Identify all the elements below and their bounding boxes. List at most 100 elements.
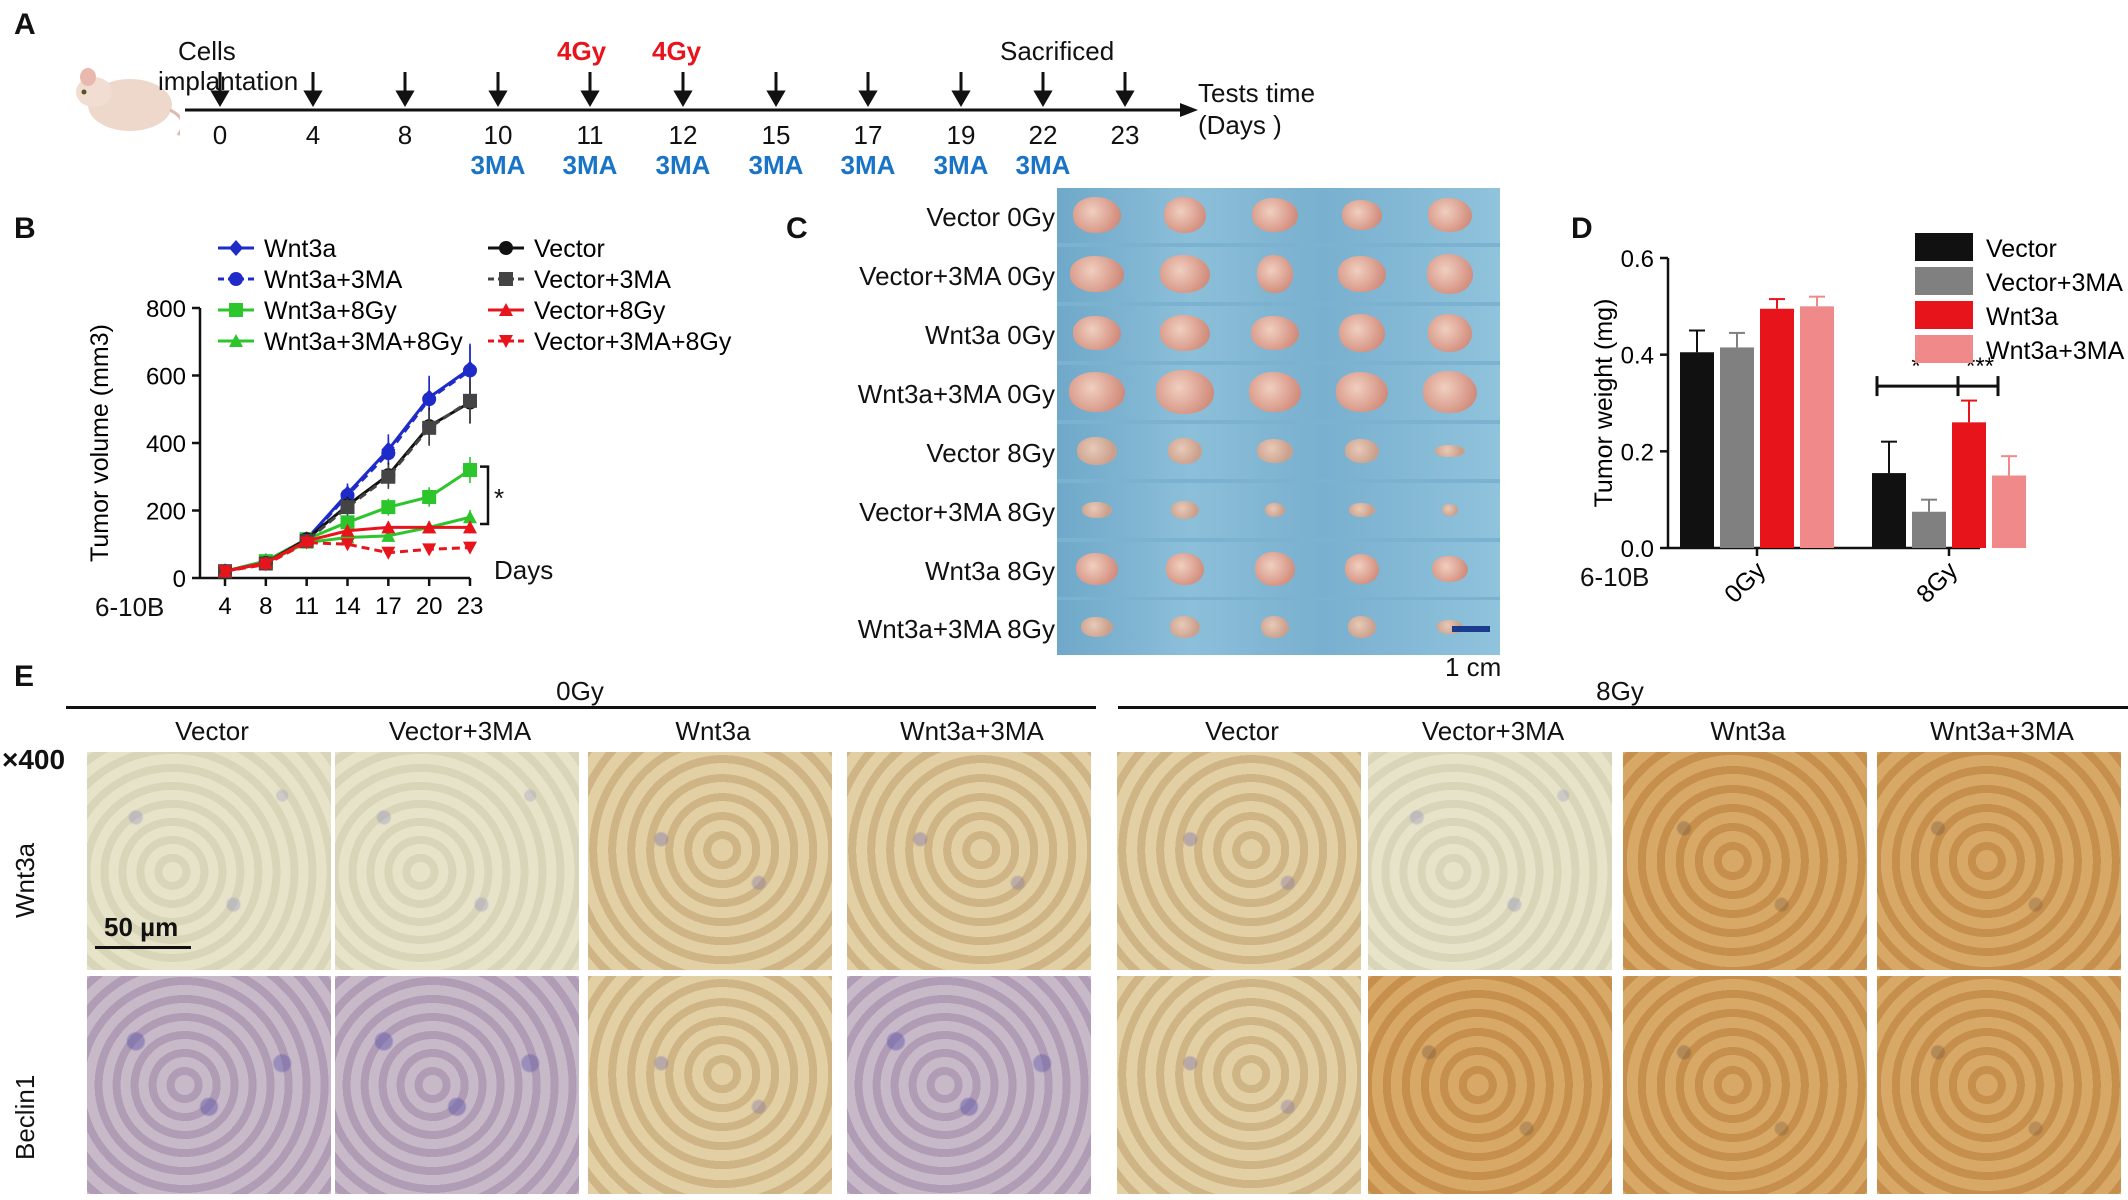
volume-point-7-5	[422, 543, 437, 557]
scale-bar-um	[95, 946, 191, 949]
ihc-image-0-2	[588, 752, 832, 970]
days-axis-label: Days	[494, 555, 554, 585]
volume-legend-label-5: Vector+3MA	[534, 266, 671, 294]
tumor-4-3	[1345, 439, 1379, 463]
tumor-3-3	[1336, 372, 1388, 412]
weight-legend-0: Vector	[1915, 233, 2057, 263]
magnification-label: ×400	[2, 744, 66, 775]
tumor-6-0	[1076, 553, 1118, 585]
tumor-4-4	[1435, 445, 1465, 457]
volume-axes: 0 200 400 600 800 4 8 11 14 17 20 23	[146, 296, 483, 620]
weight-legend-label-0: Vector	[1986, 235, 2057, 263]
tumor-5-1	[1171, 501, 1199, 519]
tumor-4-1	[1168, 438, 1202, 464]
tumor-7-1	[1170, 616, 1200, 638]
tumor-0-2	[1252, 198, 1298, 232]
tumor-5-0	[1082, 502, 1112, 518]
ihc-image-0-7	[1877, 752, 2121, 970]
row-label-beclin1: Beclin1	[10, 1074, 40, 1160]
ihc-image-1-4	[1117, 976, 1361, 1194]
sacrificed-label: Sacrificed	[1000, 36, 1115, 66]
cell-line-label-b: 6-10B	[95, 592, 165, 622]
tumor-3-2	[1249, 372, 1301, 412]
timeline-day-2: 8	[397, 120, 413, 150]
weight-legend-label-2: Wnt3a	[1986, 303, 2058, 331]
weight-ylabel: Tumor weight (mg)	[1590, 299, 1618, 508]
gy-mark-day11: 4Gy	[557, 36, 607, 66]
volume-xtick-6: 23	[457, 593, 484, 620]
weight-bar-1-0	[1720, 331, 1754, 548]
volume-legend-label-1: Wnt3a+3MA	[264, 266, 403, 294]
implant-label-line1: Cells	[178, 36, 236, 66]
tumor-2-2	[1251, 316, 1299, 350]
panel-label-a: A	[14, 8, 36, 41]
mouse-icon	[76, 68, 180, 136]
volume-point-7-1	[258, 558, 273, 572]
volume-legend-0: Wnt3a	[218, 235, 336, 263]
volume-significance-bracket	[480, 465, 490, 526]
group-line-8gy	[1118, 706, 2128, 709]
weight-bar-3-0	[1800, 295, 1834, 548]
weight-xtick-1: 8Gy	[1911, 556, 1964, 609]
volume-point-1-6	[463, 363, 477, 378]
scale-bar-cm	[1452, 626, 1490, 632]
tumor-row-label-0: Vector 0Gy	[926, 202, 1055, 232]
tumor-7-2	[1261, 616, 1289, 638]
tumor-5-4	[1442, 504, 1458, 516]
volume-ytick-3: 600	[146, 364, 186, 391]
group-label-0gy: 0Gy	[556, 676, 604, 706]
ihc-column-label-7: Wnt3a+3MA	[1930, 716, 2074, 746]
volume-xtick-3: 14	[334, 593, 361, 620]
timeline-day-3: 10	[483, 120, 513, 150]
ihc-image-0-6	[1623, 752, 1867, 970]
ihc-image-1-6	[1623, 976, 1867, 1194]
timeline-3ma-5: 3MA	[933, 150, 989, 180]
volume-point-3-6	[463, 510, 477, 524]
tumor-row-label-3: Wnt3a+3MA 0Gy	[857, 379, 1055, 409]
volume-legend-2: Wnt3a+8Gy	[218, 297, 397, 325]
timeline-day-10: 23	[1110, 120, 1140, 150]
volume-series-2	[218, 457, 477, 579]
ihc-image-0-3	[847, 752, 1091, 970]
tumor-3-1	[1156, 370, 1214, 414]
volume-legend-4: Vector	[488, 235, 605, 263]
volume-point-1-3	[340, 488, 355, 503]
volume-point-2-3	[340, 515, 355, 530]
volume-point-5-6	[463, 393, 477, 408]
weight-ytick-2: 0.4	[1621, 343, 1654, 370]
weight-bar-2-0	[1760, 298, 1794, 548]
weight-legend-2: Wnt3a	[1915, 301, 2058, 331]
ihc-column-label-1: Vector+3MA	[388, 716, 532, 746]
tumor-2-1	[1160, 315, 1210, 351]
volume-point-5-3	[340, 500, 355, 515]
panel-label-c: C	[786, 212, 808, 245]
ihc-column-label-3: Wnt3a+3MA	[900, 716, 1044, 746]
timeline-day-0: 0	[212, 120, 228, 150]
weight-ytick-1: 0.2	[1621, 439, 1654, 466]
volume-ytick-0: 0	[173, 566, 186, 593]
volume-legend-7: Vector+3MA+8Gy	[488, 328, 732, 356]
group-line-0gy	[66, 706, 1096, 709]
timeline-axis	[185, 72, 1198, 117]
timeline-3ma-4: 3MA	[840, 150, 896, 180]
volume-xtick-5: 20	[416, 593, 443, 620]
timeline-day-5: 12	[668, 120, 698, 150]
weight-bar-0-0	[1680, 329, 1714, 548]
volume-legend-label-6: Vector+8Gy	[534, 297, 666, 325]
tumor-1-4	[1427, 254, 1473, 294]
tumor-6-1	[1166, 553, 1204, 585]
panel-label-e: E	[14, 660, 35, 693]
tumor-volume-line-chart: 0 200 400 600 800 4 8 11 14 17 20 23 Tumor volume (m…	[86, 235, 732, 620]
volume-point-1-5	[422, 392, 437, 407]
scale-label-um: 50 µm	[104, 912, 179, 942]
group-label-8gy: 8Gy	[1596, 676, 1644, 706]
timeline-3ma-1: 3MA	[562, 150, 618, 180]
ihc-image-0-1	[335, 752, 579, 970]
tumor-3-0	[1069, 372, 1125, 412]
tumor-0-4	[1428, 198, 1472, 232]
timeline-axis-label-1: Tests time	[1198, 78, 1316, 108]
volume-legend-3: Wnt3a+3MA+8Gy	[218, 328, 463, 356]
tumor-row-label-4: Vector 8Gy	[926, 438, 1055, 468]
volume-point-3-4	[381, 528, 396, 542]
